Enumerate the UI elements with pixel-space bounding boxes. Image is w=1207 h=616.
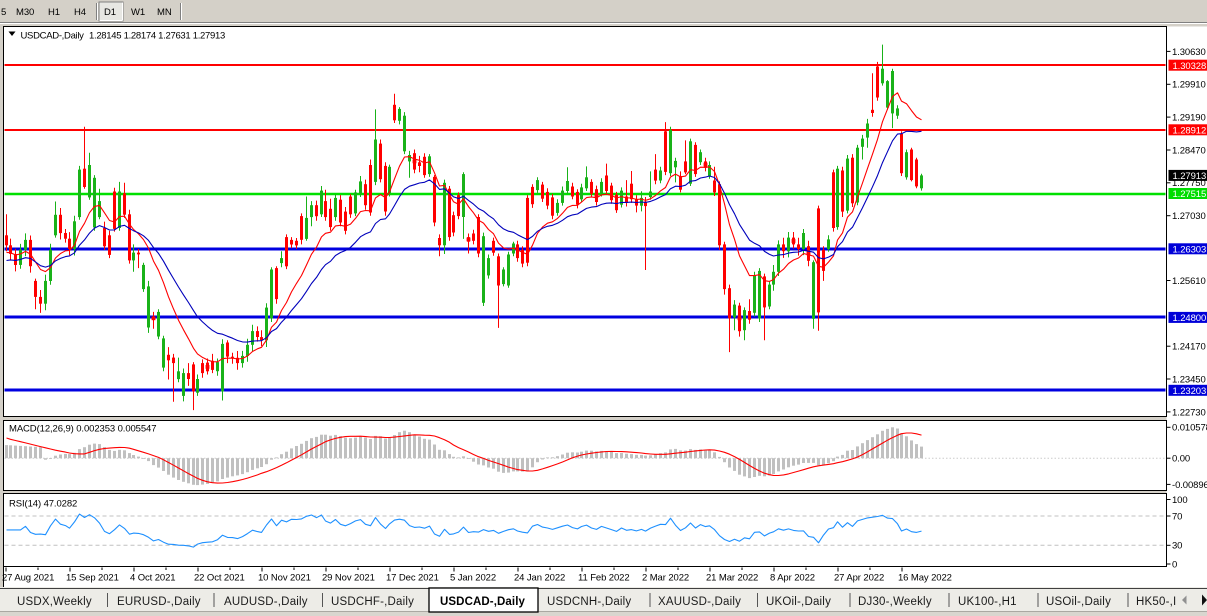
svg-text:11 Feb 2022: 11 Feb 2022 — [578, 573, 630, 584]
svg-text:1.27750: 1.27750 — [1172, 178, 1206, 189]
svg-text:USDX,Weekly: USDX,Weekly — [17, 596, 92, 608]
svg-text:0.00: 0.00 — [1172, 454, 1190, 465]
svg-text:0.010578: 0.010578 — [1172, 423, 1207, 434]
svg-text:MN: MN — [157, 7, 172, 18]
svg-text:8 Apr 2022: 8 Apr 2022 — [770, 573, 815, 584]
svg-text:24 Jan 2022: 24 Jan 2022 — [514, 573, 565, 584]
svg-text:USDCNH-,Daily: USDCNH-,Daily — [547, 596, 631, 608]
svg-text:H4: H4 — [74, 7, 86, 18]
svg-text:1.24800: 1.24800 — [1173, 313, 1207, 324]
svg-text:1.30328: 1.30328 — [1173, 61, 1207, 72]
svg-text:1.29190: 1.29190 — [1172, 113, 1206, 124]
svg-text:15 Sep 2021: 15 Sep 2021 — [66, 573, 119, 584]
svg-text:DJ30-,Weekly: DJ30-,Weekly — [858, 596, 932, 608]
svg-text:27 Apr 2022: 27 Apr 2022 — [834, 573, 884, 584]
svg-text:XAUUSD-,Daily: XAUUSD-,Daily — [658, 596, 741, 608]
svg-text:2 Mar 2022: 2 Mar 2022 — [642, 573, 689, 584]
svg-text:29 Nov 2021: 29 Nov 2021 — [322, 573, 375, 584]
svg-text:USDCHF-,Daily: USDCHF-,Daily — [331, 596, 414, 608]
svg-text:0: 0 — [1172, 559, 1177, 570]
svg-text:1.23450: 1.23450 — [1172, 374, 1206, 385]
svg-text:USOil-,Daily: USOil-,Daily — [1046, 596, 1111, 608]
svg-text:UK100-,H1: UK100-,H1 — [958, 596, 1017, 608]
svg-text:EURUSD-,Daily: EURUSD-,Daily — [117, 596, 201, 608]
svg-text:70: 70 — [1172, 511, 1182, 522]
svg-text:30: 30 — [1172, 541, 1182, 552]
svg-text:1.28912: 1.28912 — [1173, 125, 1207, 136]
svg-text:1.24170: 1.24170 — [1172, 342, 1206, 353]
svg-text:MACD(12,26,9) 0.002353 0.00554: MACD(12,26,9) 0.002353 0.005547 — [9, 424, 156, 435]
svg-text:H1: H1 — [48, 7, 60, 18]
svg-text:1.25610: 1.25610 — [1172, 276, 1206, 287]
svg-text:10 Nov 2021: 10 Nov 2021 — [258, 573, 311, 584]
svg-text:100: 100 — [1172, 495, 1188, 506]
svg-text:1.22730: 1.22730 — [1172, 407, 1206, 418]
svg-text:16 May 2022: 16 May 2022 — [898, 573, 952, 584]
svg-text:1.26303: 1.26303 — [1173, 244, 1207, 255]
svg-text:HK50-,I: HK50-,I — [1136, 596, 1176, 608]
svg-text:21 Mar 2022: 21 Mar 2022 — [706, 573, 758, 584]
svg-text:4 Oct 2021: 4 Oct 2021 — [130, 573, 175, 584]
svg-text:17 Dec 2021: 17 Dec 2021 — [386, 573, 439, 584]
svg-text:W1: W1 — [131, 7, 145, 18]
svg-text:1.28470: 1.28470 — [1172, 145, 1206, 156]
svg-text:M30: M30 — [16, 7, 34, 18]
svg-text:1.23203: 1.23203 — [1173, 386, 1207, 397]
svg-text:-0.00896: -0.00896 — [1172, 480, 1207, 491]
svg-text:1.28145 1.28174 1.27631 1.2791: 1.28145 1.28174 1.27631 1.27913 — [89, 31, 225, 42]
svg-text:1.27515: 1.27515 — [1173, 189, 1207, 200]
svg-text:27 Aug 2021: 27 Aug 2021 — [2, 573, 54, 584]
svg-text:22 Oct 2021: 22 Oct 2021 — [194, 573, 245, 584]
svg-text:D1: D1 — [104, 7, 116, 18]
svg-text:1.29910: 1.29910 — [1172, 80, 1206, 91]
svg-text:5 Jan 2022: 5 Jan 2022 — [450, 573, 496, 584]
svg-text:USDCAD-,Daily: USDCAD-,Daily — [440, 596, 526, 608]
svg-text:UKOil-,Daily: UKOil-,Daily — [766, 596, 831, 608]
svg-text:1.30630: 1.30630 — [1172, 47, 1206, 58]
svg-text:5: 5 — [1, 7, 6, 18]
svg-text:AUDUSD-,Daily: AUDUSD-,Daily — [224, 596, 308, 608]
svg-text:RSI(14) 47.0282: RSI(14) 47.0282 — [9, 499, 77, 510]
svg-text:1.27030: 1.27030 — [1172, 211, 1206, 222]
svg-text:USDCAD-,Daily: USDCAD-,Daily — [21, 31, 85, 42]
svg-text:1.27913: 1.27913 — [1173, 171, 1207, 182]
